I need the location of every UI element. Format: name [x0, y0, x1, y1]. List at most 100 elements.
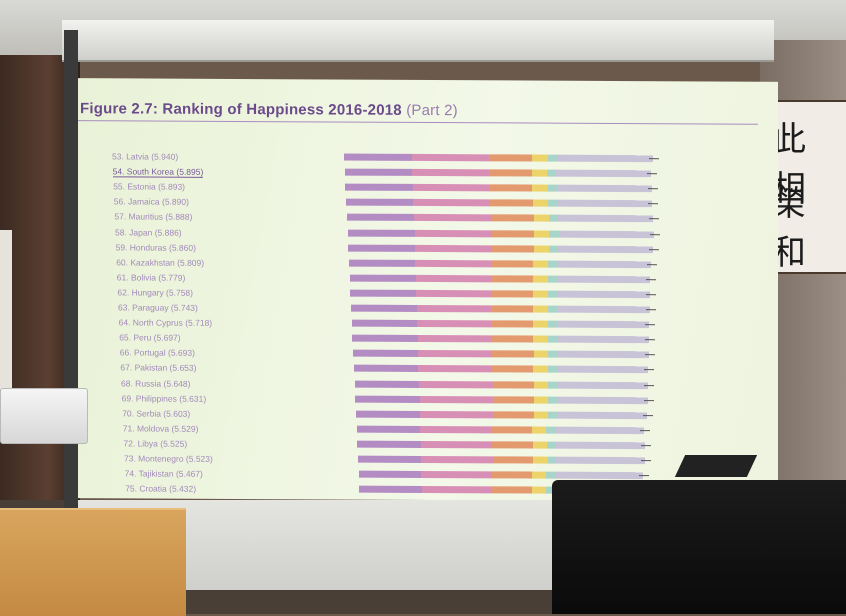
bar-segment: [546, 441, 556, 449]
country-label: 75. Croatia (5.432): [125, 483, 197, 494]
happiness-bar: [349, 274, 651, 283]
happiness-bar: [344, 168, 652, 178]
happiness-bar: [345, 183, 652, 193]
happiness-bar: [350, 289, 650, 299]
bar-segment: [412, 184, 490, 192]
error-bar: [645, 309, 656, 311]
bar-segment: [557, 396, 648, 404]
happiness-bar: [346, 213, 653, 223]
bar-segment: [415, 274, 491, 283]
bar-segment: [354, 380, 420, 388]
country-label: 55. Estonia (5.893): [113, 181, 186, 192]
error-bar: [643, 414, 654, 416]
bar-segment: [547, 335, 557, 343]
error-bar: [646, 278, 657, 280]
bar-segment: [533, 260, 549, 268]
error-bar: [640, 429, 651, 431]
bar-segment: [531, 426, 547, 434]
bar-segment: [491, 229, 535, 238]
bar-segment: [557, 260, 651, 268]
error-bar: [644, 399, 654, 401]
error-bar: [640, 445, 651, 447]
bar-segment: [418, 365, 492, 373]
country-label: 62. Hungary (5.758): [117, 287, 193, 298]
bar-segment: [532, 199, 549, 207]
bar-segment: [344, 153, 412, 161]
bar-segment: [554, 471, 643, 480]
bar-segment: [557, 154, 653, 163]
bar-segment: [557, 350, 650, 359]
error-bar: [644, 384, 655, 386]
happiness-bar: [356, 425, 645, 434]
bar-segment: [556, 411, 648, 419]
country-label: 67. Pakistan (5.653): [120, 362, 197, 374]
bar-segment: [547, 290, 557, 298]
bar-segment: [348, 259, 416, 267]
country-label: 69. Philippines (5.631): [121, 392, 207, 404]
bar-segment: [490, 275, 533, 283]
error-bar: [648, 248, 659, 250]
bar-segment: [548, 396, 558, 404]
bar-segment: [532, 441, 547, 449]
happiness-bar: [348, 259, 651, 268]
slide-title-main: Figure 2.7: Ranking of Happiness 2016-20…: [80, 100, 402, 119]
error-bar: [641, 460, 652, 462]
bar-segment: [556, 290, 650, 299]
bar-segment: [349, 274, 416, 282]
error-bar: [644, 339, 655, 341]
bar-segment: [557, 381, 649, 389]
bar-segment: [412, 169, 489, 177]
projected-slide: Figure 2.7: Ranking of Happiness 2016-20…: [78, 78, 778, 510]
happiness-bar: [352, 334, 649, 344]
bar-segment: [358, 470, 422, 479]
bar-segment: [532, 471, 547, 479]
error-bar: [645, 354, 656, 356]
slide-title: Figure 2.7: Ranking of Happiness 2016-20…: [80, 100, 458, 119]
country-label: 54. South Korea (5.895): [112, 166, 204, 178]
bar-segment: [556, 184, 652, 193]
bar-segment: [346, 198, 414, 207]
country-label: 57. Mauritius (5.888): [114, 211, 193, 223]
error-bar: [638, 475, 649, 477]
bar-segment: [558, 215, 653, 223]
wooden-table: [0, 508, 186, 616]
bar-segment: [546, 169, 557, 177]
bar-segment: [555, 441, 645, 450]
bar-segment: [532, 275, 548, 283]
bar-segment: [492, 471, 533, 479]
bar-segment: [492, 486, 532, 494]
bar-segment: [490, 214, 534, 222]
country-label: 56. Jamaica (5.890): [113, 196, 189, 208]
bar-segment: [557, 199, 653, 208]
bar-segment: [413, 199, 491, 207]
bar-segment: [490, 199, 533, 207]
bar-segment: [548, 411, 557, 419]
bar-segment: [548, 381, 558, 389]
bar-segment: [534, 245, 550, 253]
country-label: 70. Serbia (5.603): [122, 408, 191, 419]
left-pillar: [0, 230, 12, 390]
bar-segment: [547, 320, 557, 328]
bar-segment: [557, 305, 650, 314]
bar-segment: [547, 456, 557, 464]
bar-segment: [353, 365, 419, 373]
country-label: 64. North Cyprus (5.718): [118, 317, 213, 328]
bar-segment: [548, 350, 558, 358]
country-label: 61. Bolivia (5.779): [116, 272, 186, 283]
country-label: 68. Russia (5.648): [121, 377, 191, 389]
bar-segment: [352, 334, 418, 343]
bar-segment: [418, 350, 493, 358]
bar-segment: [556, 169, 652, 178]
bar-segment: [491, 335, 534, 343]
bar-segment: [548, 260, 558, 268]
bar-segment: [491, 305, 534, 313]
happiness-bar: [353, 365, 648, 374]
bar-segment: [344, 168, 413, 177]
bar-segment: [358, 455, 422, 463]
bar-segment: [346, 213, 415, 222]
bar-segment: [421, 486, 493, 494]
bar-segment: [419, 410, 493, 419]
country-label: 63. Paraguay (5.743): [118, 302, 198, 313]
bar-segment: [533, 365, 548, 374]
bar-segment: [533, 305, 549, 313]
